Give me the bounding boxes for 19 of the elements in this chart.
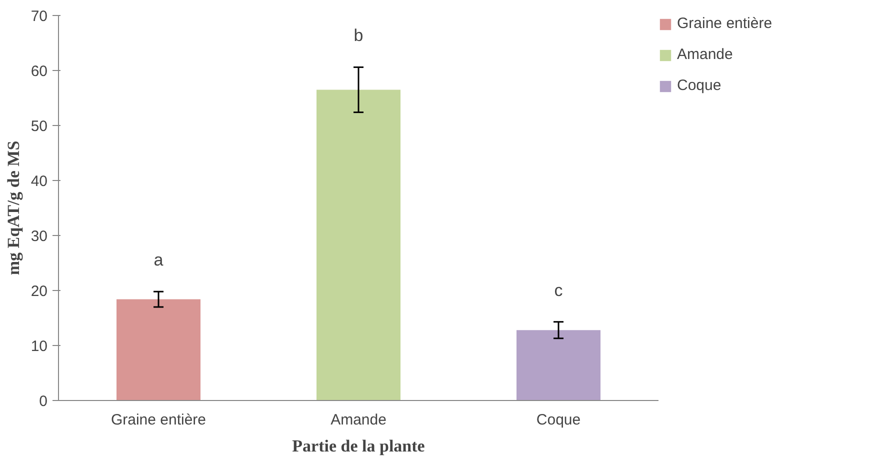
y-tick-label: 40	[30, 173, 48, 190]
y-tick-label: 10	[30, 338, 48, 355]
y-tick-label: 20	[30, 283, 48, 300]
annotation: c	[554, 280, 564, 300]
x-tick-label: Amande	[330, 412, 386, 428]
y-axis-title: mg EqAT/g de MS	[4, 140, 23, 276]
y-tick-label: 70	[30, 8, 48, 25]
x-tick-label: Graine entière	[110, 412, 206, 428]
annotation: a	[154, 250, 164, 270]
y-tick-label: 50	[30, 118, 48, 135]
annotation: b	[354, 26, 364, 46]
legend-label: Graine entière	[677, 15, 772, 32]
legend-label: Amande	[677, 46, 733, 63]
y-tick-label: 30	[30, 228, 48, 245]
y-tick-label: 0	[39, 393, 48, 410]
y-tick-label: 60	[30, 63, 48, 80]
x-axis-title: Partie de la plante	[292, 436, 426, 456]
legend-label: Coque	[677, 77, 722, 94]
x-tick-label: Coque	[536, 412, 581, 428]
